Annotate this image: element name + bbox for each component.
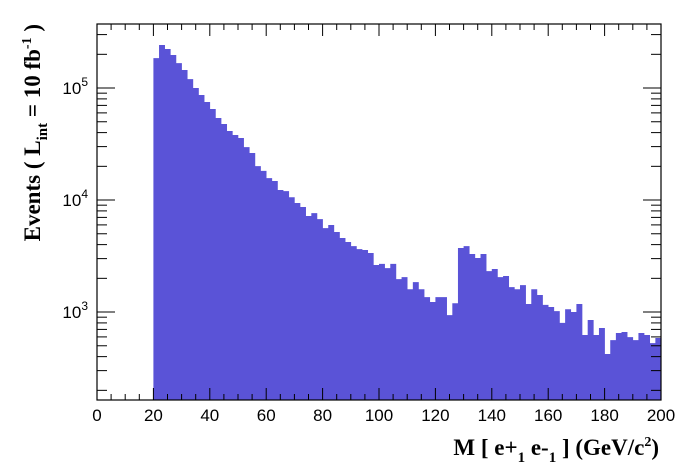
x-tick-label: 180 bbox=[590, 406, 618, 425]
x-tick-label: 100 bbox=[365, 406, 393, 425]
y-tick-label: 103 bbox=[62, 299, 88, 322]
histogram-bins bbox=[153, 45, 662, 401]
y-tick-label: 104 bbox=[62, 187, 88, 210]
x-tick-label: 200 bbox=[647, 406, 675, 425]
x-tick-label: 60 bbox=[257, 406, 276, 425]
x-axis-tick-labels: 0 20 40 60 80 100 120 140 160 180 200 bbox=[92, 406, 675, 425]
x-axis-title: M [ e+1 e-1 ] (GeV/c2) bbox=[453, 435, 659, 466]
y-axis-ticks bbox=[97, 34, 661, 391]
x-tick-label: 0 bbox=[92, 406, 101, 425]
y-axis-tick-labels: 103 104 105 bbox=[62, 75, 88, 322]
x-axis-ticks bbox=[96, 24, 662, 400]
x-tick-label: 140 bbox=[478, 406, 506, 425]
x-tick-label: 40 bbox=[200, 406, 219, 425]
histogram-bars bbox=[153, 45, 662, 401]
x-tick-label: 20 bbox=[144, 406, 163, 425]
y-tick-label: 105 bbox=[62, 75, 88, 98]
x-tick-label: 120 bbox=[421, 406, 449, 425]
x-tick-label: 160 bbox=[534, 406, 562, 425]
x-tick-label: 80 bbox=[313, 406, 332, 425]
y-axis-title: Events ( Lint = 10 fb-1 ) bbox=[20, 24, 51, 241]
